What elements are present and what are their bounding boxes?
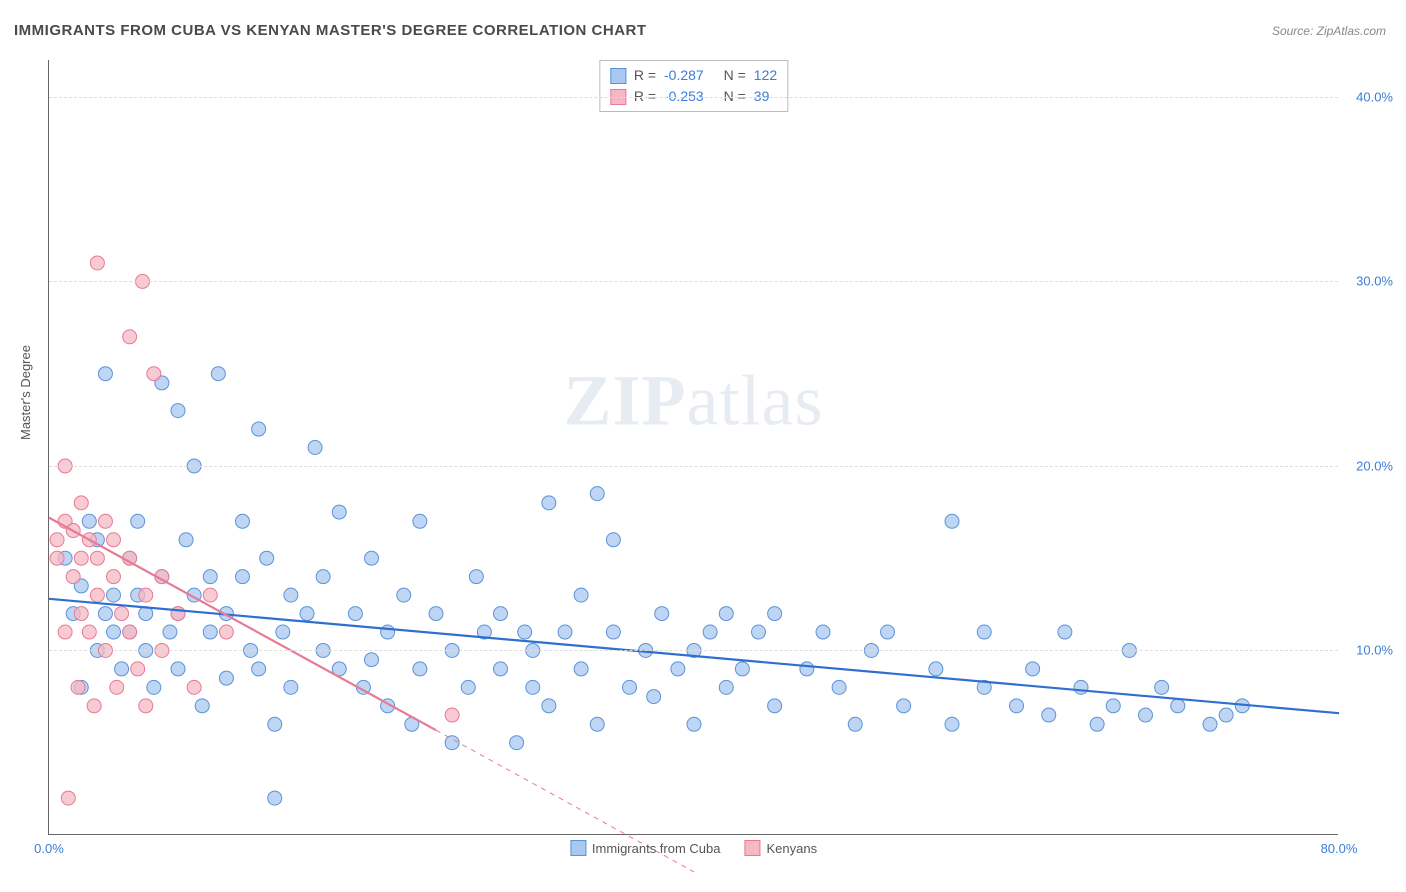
stats-n-label: N = (724, 65, 746, 86)
grid-line (49, 97, 1338, 98)
legend-label: Kenyans (767, 841, 818, 856)
legend-bottom: Immigrants from Cuba Kenyans (570, 840, 817, 856)
y-axis-title: Master's Degree (18, 345, 33, 440)
y-tick-label: 40.0% (1356, 89, 1393, 104)
chart-svg (49, 60, 1338, 834)
chart-title: IMMIGRANTS FROM CUBA VS KENYAN MASTER'S … (14, 22, 647, 39)
plot-area: ZIPatlas R = -0.287 N = 122 R = -0.253 N… (48, 60, 1338, 835)
stats-row: R = -0.287 N = 122 (610, 65, 777, 86)
legend-swatch (745, 840, 761, 856)
y-tick-label: 10.0% (1356, 643, 1393, 658)
source-link[interactable]: ZipAtlas.com (1317, 24, 1386, 38)
source-label: Source: (1272, 24, 1313, 38)
stats-r-value: -0.287 (664, 65, 704, 86)
legend-item: Immigrants from Cuba (570, 840, 721, 856)
legend-swatch (570, 840, 586, 856)
y-tick-label: 20.0% (1356, 458, 1393, 473)
stats-swatch (610, 68, 626, 84)
stats-box: R = -0.287 N = 122 R = -0.253 N = 39 (599, 60, 788, 112)
source-attribution: Source: ZipAtlas.com (1272, 24, 1386, 38)
grid-line (49, 650, 1338, 651)
stats-r-label: R = (634, 65, 656, 86)
x-tick-label: 0.0% (34, 841, 64, 856)
grid-line (49, 466, 1338, 467)
legend-item: Kenyans (745, 840, 818, 856)
y-tick-label: 30.0% (1356, 274, 1393, 289)
legend-label: Immigrants from Cuba (592, 841, 721, 856)
grid-line (49, 281, 1338, 282)
stats-n-value: 122 (754, 65, 777, 86)
x-tick-label: 80.0% (1321, 841, 1358, 856)
